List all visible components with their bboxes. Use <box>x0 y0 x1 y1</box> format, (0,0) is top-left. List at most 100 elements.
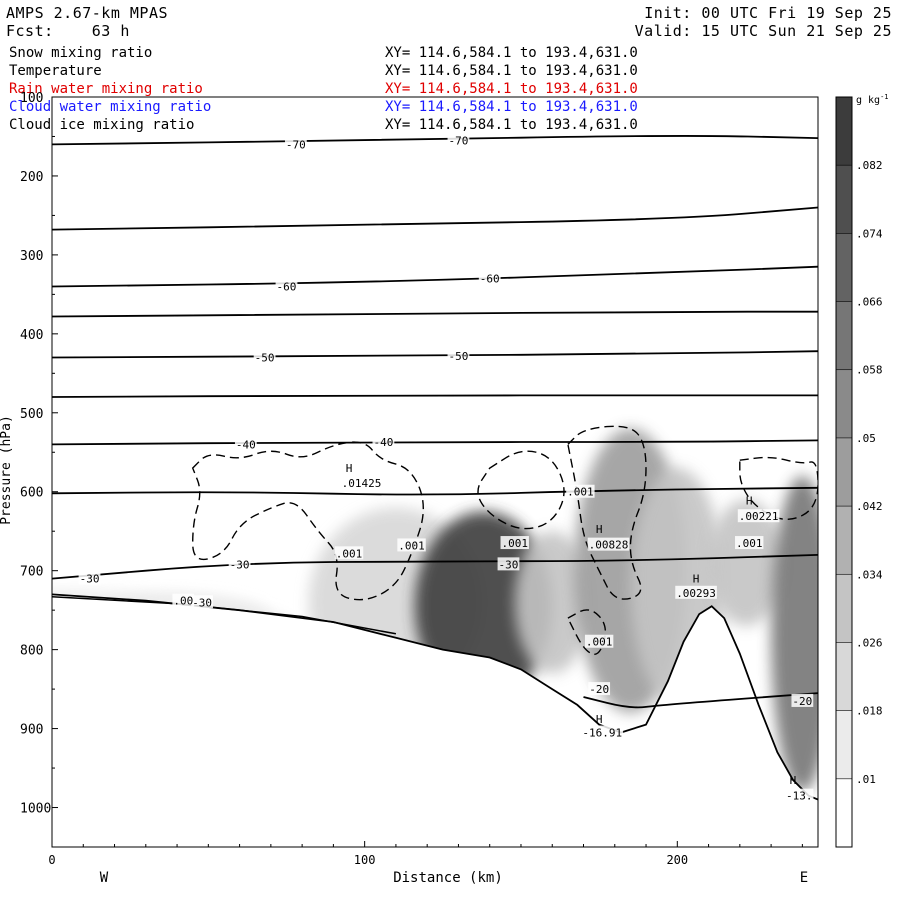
contour-label-bg <box>253 350 276 364</box>
header-init: Init: 00 UTC Fri 19 Sep 25 <box>644 4 892 22</box>
contour-label: .001 <box>567 486 594 499</box>
temperature-contour <box>52 439 818 446</box>
terrain-surface-line <box>51 593 819 801</box>
forecast-hours: 63 h <box>91 22 130 40</box>
colorbar-bin <box>836 506 852 575</box>
x-end-east: E <box>800 870 808 886</box>
contour-label-bg <box>587 537 630 551</box>
field-xy: XY= 114.6,584.1 to 193.4,631.0 <box>385 45 638 61</box>
temperature-contour <box>52 350 818 359</box>
field-name: Rain water mixing ratio <box>9 81 203 97</box>
colorbar-bin <box>836 301 852 370</box>
colorbar-tick-label: .074 <box>856 227 883 240</box>
extremum-marker: H <box>346 462 353 475</box>
contour-label-bg <box>588 682 611 696</box>
colorbar-bin <box>836 97 852 166</box>
dashed-contour <box>566 609 607 656</box>
temperature-contour <box>52 206 818 231</box>
y-tick-label: 900 <box>20 723 43 738</box>
extremum-marker: H <box>693 573 700 586</box>
x-tick-label: 200 <box>666 853 688 867</box>
shade-blob <box>514 531 590 674</box>
contour-label: -20 <box>589 683 609 696</box>
shade-blob <box>708 499 784 626</box>
contour-label-bg <box>675 585 717 599</box>
contour-label: -30 <box>80 573 100 586</box>
y-tick-label: 800 <box>20 644 43 659</box>
contour-label-bg <box>228 557 251 571</box>
contour-label-bg <box>791 693 814 707</box>
contour-label-bg <box>447 133 470 147</box>
contour-labels: -70 -70 -60 -60 -50 -50 -40 -40 -30 -30 -30 -30 -20 -… <box>78 133 814 803</box>
field-xy: XY= 114.6,584.1 to 193.4,631.0 <box>385 81 638 97</box>
contour-label: -30 <box>499 558 519 571</box>
temperature-contour <box>52 135 818 146</box>
temperature-contour <box>583 692 818 709</box>
contour-label-bg <box>284 137 307 151</box>
forecast-label: Fcst: <box>6 22 54 40</box>
contour-label: -40 <box>236 438 256 451</box>
contour-label: -60 <box>277 280 297 293</box>
colorbar-tick-label: .066 <box>856 296 883 309</box>
y-axis-label: Pressure (hPa) <box>0 415 14 525</box>
x-tick-label: 100 <box>354 853 376 867</box>
colorbar-frame <box>835 96 853 848</box>
field-name: Temperature <box>9 63 102 79</box>
x-tick-label: 0 <box>48 853 55 867</box>
contour-label-bg <box>172 593 195 607</box>
contour-label-bg <box>497 557 520 571</box>
contour-label: .00221 <box>739 510 779 523</box>
contour-label: -30 <box>192 596 212 609</box>
x-end-west: W <box>100 870 109 886</box>
colorbar-tick-label: .034 <box>856 568 883 581</box>
field-name: Snow mixing ratio <box>9 45 153 61</box>
contour-label: -50 <box>449 350 469 363</box>
temperature-contour <box>52 486 818 496</box>
terrain-surface-line <box>51 595 397 635</box>
colorbar-tick-label: .026 <box>856 636 883 649</box>
plot-frame <box>51 96 819 848</box>
colorbar-bin <box>836 778 852 847</box>
colorbar-tick-label: .018 <box>856 705 883 718</box>
contour-label: -40 <box>373 436 393 449</box>
extremum-marker: H <box>790 774 797 787</box>
field-name: Cloud ice mixing ratio <box>9 117 195 133</box>
header-model: AMPS 2.67-km MPAS <box>6 4 169 22</box>
colorbar-tick-label: .058 <box>856 364 883 377</box>
colorbar-tick-label: .082 <box>856 159 883 172</box>
contour-label: .001 <box>336 547 363 560</box>
field-xy: XY= 114.6,584.1 to 193.4,631.0 <box>385 117 638 133</box>
y-tick-label: 200 <box>20 170 43 185</box>
colorbar-bin <box>836 437 852 507</box>
contour-label: .001 <box>586 636 613 649</box>
dashed-contour <box>567 425 647 600</box>
terrain-mask <box>52 594 818 847</box>
extremum-marker: H <box>596 713 603 726</box>
colorbar-unit: g kg-1 <box>856 93 889 106</box>
dashed-contours <box>191 425 818 656</box>
y-tick-label: 100 <box>20 91 43 106</box>
y-tick-label: 300 <box>20 249 43 264</box>
contour-label-bg <box>737 509 780 523</box>
contour-label-bg <box>275 279 298 293</box>
y-tick-label: 500 <box>20 407 43 422</box>
temperature-contour <box>52 265 818 288</box>
contour-label-bg <box>478 271 501 285</box>
y-tick-label: 600 <box>20 486 43 501</box>
contour-label-bg <box>785 788 814 802</box>
header-forecast: Fcst: 63 h <box>6 22 130 40</box>
contour-label-bg <box>735 536 764 550</box>
x-axis-label: Distance (km) <box>393 870 503 886</box>
shade-blob <box>771 475 818 792</box>
contour-label: .001 <box>398 539 425 552</box>
axes: 100 200 300 400 500 600 700 800 900 1000 0 100 200 <box>20 91 803 867</box>
contour-label-bg <box>234 437 257 451</box>
temperature-contour <box>52 310 818 318</box>
contour-label-bg <box>584 634 614 648</box>
header-valid: Valid: 15 UTC Sun 21 Sep 25 <box>634 22 892 40</box>
colorbar-bin <box>836 233 852 302</box>
field-xy: XY= 114.6,584.1 to 193.4,631.0 <box>385 63 638 79</box>
contour-label-bg <box>191 595 213 609</box>
contour-label-bg <box>78 571 101 585</box>
